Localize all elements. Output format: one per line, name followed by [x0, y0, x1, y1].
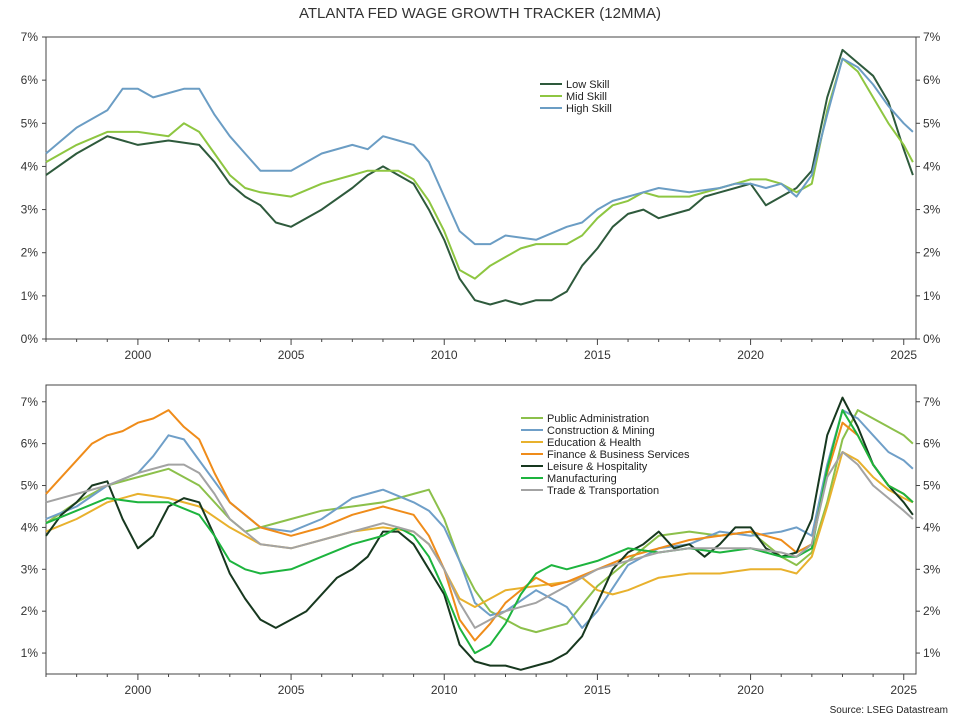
series-line-mid-skill [45, 57, 914, 280]
y-tick-label-left: 4% [21, 159, 39, 173]
y-tick-label-right: 7% [923, 30, 941, 44]
y-tick-label-right: 4% [923, 159, 941, 173]
x-tick-label: 2025 [890, 683, 917, 697]
y-tick-label-left: 7% [21, 30, 39, 44]
legend-label-mid-skill: Mid Skill [566, 91, 607, 103]
series-line-trade [45, 451, 914, 629]
chart-title: ATLANTA FED WAGE GROWTH TRACKER (12MMA) [299, 5, 661, 22]
y-tick-label-left: 5% [21, 479, 39, 493]
legend-label-public-admin: Public Administration [547, 413, 649, 425]
x-tick-label: 2000 [125, 683, 152, 697]
y-tick-label-left: 2% [21, 604, 39, 618]
y-tick-label-left: 7% [21, 395, 39, 409]
series-line-leisure [45, 396, 914, 671]
y-tick-label-left: 6% [21, 73, 39, 87]
y-tick-label-left: 5% [21, 116, 39, 130]
series-line-low-skill [45, 48, 914, 306]
y-tick-label-right: 4% [923, 520, 941, 534]
y-tick-label-right: 6% [923, 437, 941, 451]
y-tick-label-right: 7% [923, 395, 941, 409]
y-tick-label-right: 0% [923, 332, 941, 346]
x-tick-label: 2005 [278, 348, 305, 362]
legend-label-leisure: Leisure & Hospitality [547, 461, 648, 473]
y-tick-label-left: 0% [21, 332, 39, 346]
y-tick-label-left: 4% [21, 520, 39, 534]
x-tick-label: 2010 [431, 683, 458, 697]
y-tick-label-left: 6% [21, 437, 39, 451]
series-line-education [45, 451, 914, 608]
plot-frame-1 [45, 36, 917, 340]
y-tick-label-right: 5% [923, 116, 941, 130]
y-tick-label-right: 3% [923, 203, 941, 217]
series-line-high-skill [45, 57, 914, 246]
y-tick-label-left: 1% [21, 646, 39, 660]
legend-label-education: Education & Health [547, 437, 641, 449]
source-note: Source: LSEG Datastream [829, 705, 948, 716]
x-tick-label: 2005 [278, 683, 305, 697]
y-tick-label-right: 1% [923, 289, 941, 303]
y-tick-label-left: 3% [21, 562, 39, 576]
x-tick-label: 2020 [737, 683, 764, 697]
x-tick-label: 2015 [584, 348, 611, 362]
x-tick-label: 2025 [890, 348, 917, 362]
y-tick-label-right: 3% [923, 562, 941, 576]
legend-label-construction: Construction & Mining [547, 425, 655, 437]
y-tick-label-right: 6% [923, 73, 941, 87]
plot-frame-2 [45, 384, 917, 675]
x-tick-label: 2010 [431, 348, 458, 362]
y-tick-label-right: 5% [923, 479, 941, 493]
legend-label-low-skill: Low Skill [566, 79, 609, 91]
legend-label-manufacturing: Manufacturing [547, 473, 617, 485]
legend-label-trade: Trade & Transportation [547, 485, 659, 497]
y-tick-label-left: 2% [21, 246, 39, 260]
x-tick-label: 2020 [737, 348, 764, 362]
x-tick-label: 2015 [584, 683, 611, 697]
y-tick-label-right: 2% [923, 604, 941, 618]
y-tick-label-right: 1% [923, 646, 941, 660]
y-tick-label-right: 2% [923, 246, 941, 260]
series-line-public-admin [45, 409, 914, 634]
y-tick-label-left: 3% [21, 203, 39, 217]
x-tick-label: 2000 [125, 348, 152, 362]
legend-label-high-skill: High Skill [566, 103, 612, 115]
legend-label-finance: Finance & Business Services [547, 449, 690, 461]
y-tick-label-left: 1% [21, 289, 39, 303]
